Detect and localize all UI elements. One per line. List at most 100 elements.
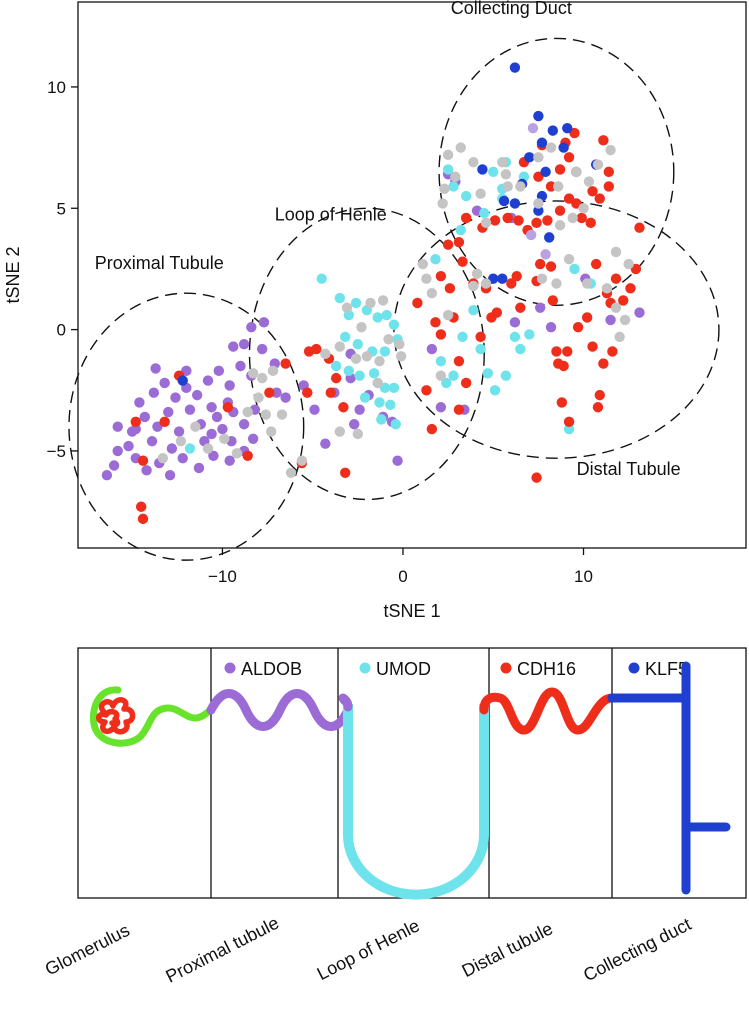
point-unassigned bbox=[421, 273, 432, 284]
point-unassigned bbox=[475, 188, 486, 199]
segment-label-glomerulus: Glomerulus bbox=[42, 920, 133, 980]
point-aldob bbox=[235, 360, 246, 372]
point-cdh16 bbox=[502, 212, 513, 224]
point-umod bbox=[388, 382, 400, 394]
point-umod bbox=[500, 370, 512, 381]
point-umod bbox=[442, 164, 454, 175]
point-cdh16 bbox=[444, 283, 456, 294]
point-klf5 bbox=[477, 164, 488, 175]
y-tick-label: 0 bbox=[57, 321, 66, 340]
point-aldob bbox=[141, 465, 152, 476]
point-cdh16 bbox=[137, 455, 149, 466]
point-umod bbox=[448, 181, 459, 192]
point-cdh16 bbox=[603, 181, 614, 192]
point-aldob bbox=[320, 438, 331, 449]
point-unassigned bbox=[231, 448, 243, 459]
point-aldob bbox=[258, 317, 270, 328]
point-cdh16 bbox=[511, 271, 522, 282]
point-cdh16 bbox=[325, 387, 336, 398]
cluster-label-collecting-duct: Collecting Duct bbox=[451, 0, 572, 18]
point-umod bbox=[475, 343, 486, 355]
point-aldob bbox=[134, 397, 145, 408]
point-umod bbox=[372, 312, 383, 323]
point-unassigned bbox=[383, 334, 394, 345]
legend-marker-cdh16 bbox=[500, 662, 512, 674]
loop-of-henle-drawing bbox=[343, 704, 489, 900]
point-aldob bbox=[534, 302, 546, 313]
point-aldob bbox=[246, 321, 257, 333]
point-umod bbox=[482, 368, 494, 379]
point-aldob bbox=[217, 423, 228, 435]
point-aldob bbox=[139, 411, 150, 423]
point-cdh16 bbox=[460, 377, 472, 389]
point-unassigned bbox=[276, 409, 288, 420]
point-aldob bbox=[164, 470, 176, 481]
point-cdh16 bbox=[264, 387, 275, 398]
point-cdh16 bbox=[130, 416, 141, 428]
point-unassigned bbox=[480, 217, 492, 229]
point-umod bbox=[457, 331, 468, 343]
x-tick-label: −10 bbox=[208, 567, 237, 586]
point-unassigned bbox=[551, 278, 562, 289]
point-umod bbox=[368, 368, 380, 379]
point-umod bbox=[354, 370, 365, 381]
point-klf5 bbox=[533, 205, 544, 216]
cluster-regions: Proximal Tubule Loop of Henle Collecting D… bbox=[68, 0, 720, 561]
point-cdh16 bbox=[453, 404, 465, 415]
point-cdh16 bbox=[592, 402, 604, 413]
point-unassigned bbox=[553, 181, 564, 192]
point-unassigned bbox=[480, 278, 492, 289]
point-unassigned bbox=[372, 377, 383, 389]
point-unassigned bbox=[157, 453, 169, 464]
point-cdh16 bbox=[587, 186, 598, 197]
point-umod bbox=[563, 423, 575, 435]
point-cdh16 bbox=[280, 358, 291, 369]
segment-label-distal-tubule: Distal tubule bbox=[459, 918, 556, 981]
point-aldob bbox=[112, 445, 123, 457]
point-cdh16 bbox=[554, 205, 566, 216]
point-unassigned bbox=[567, 212, 578, 224]
point-unassigned bbox=[468, 280, 479, 292]
point-klf5 bbox=[544, 232, 555, 243]
point-umod bbox=[430, 254, 441, 265]
point-aldob bbox=[634, 307, 645, 318]
point-umod bbox=[340, 331, 351, 343]
point-aldob bbox=[271, 387, 282, 398]
point-unassigned bbox=[497, 156, 508, 168]
point-cdh16 bbox=[242, 450, 253, 461]
point-unassigned bbox=[554, 220, 566, 231]
cluster-region-loop-of-henle bbox=[248, 207, 485, 501]
point-unassigned bbox=[468, 156, 479, 168]
point-unassigned bbox=[260, 409, 271, 420]
point-aldob bbox=[435, 402, 447, 413]
point-unassigned bbox=[426, 288, 438, 299]
point-cdh16 bbox=[576, 212, 587, 224]
cluster-label-proximal-tubule: Proximal Tubule bbox=[95, 253, 224, 273]
point-cdh16 bbox=[531, 217, 542, 229]
proximal-to-loop-joint bbox=[338, 693, 353, 712]
y-tick-label: 5 bbox=[57, 199, 66, 218]
point-aldob bbox=[159, 377, 170, 389]
point-cdh16 bbox=[442, 239, 454, 250]
point-umod bbox=[441, 377, 452, 389]
point-cdh16 bbox=[542, 215, 553, 226]
point-unassigned bbox=[592, 159, 604, 170]
tsne-scatter-plot: Proximal Tubule Loop of Henle Collecting D… bbox=[3, 0, 747, 621]
point-light-purple bbox=[525, 229, 537, 241]
point-unassigned bbox=[334, 341, 345, 352]
point-cdh16 bbox=[338, 402, 349, 413]
segment-label-proximal-tubule: Proximal tubule bbox=[162, 913, 282, 987]
point-unassigned bbox=[417, 258, 429, 270]
point-cdh16 bbox=[562, 346, 573, 357]
point-cdh16 bbox=[426, 423, 438, 435]
point-cdh16 bbox=[594, 389, 605, 401]
point-unassigned bbox=[533, 198, 544, 209]
plot-frame bbox=[77, 1, 747, 549]
point-cdh16 bbox=[547, 295, 559, 306]
point-cdh16 bbox=[634, 222, 645, 233]
point-klf5 bbox=[533, 110, 544, 122]
point-umod bbox=[479, 207, 490, 219]
point-klf5 bbox=[562, 122, 573, 134]
point-aldob bbox=[130, 423, 141, 435]
